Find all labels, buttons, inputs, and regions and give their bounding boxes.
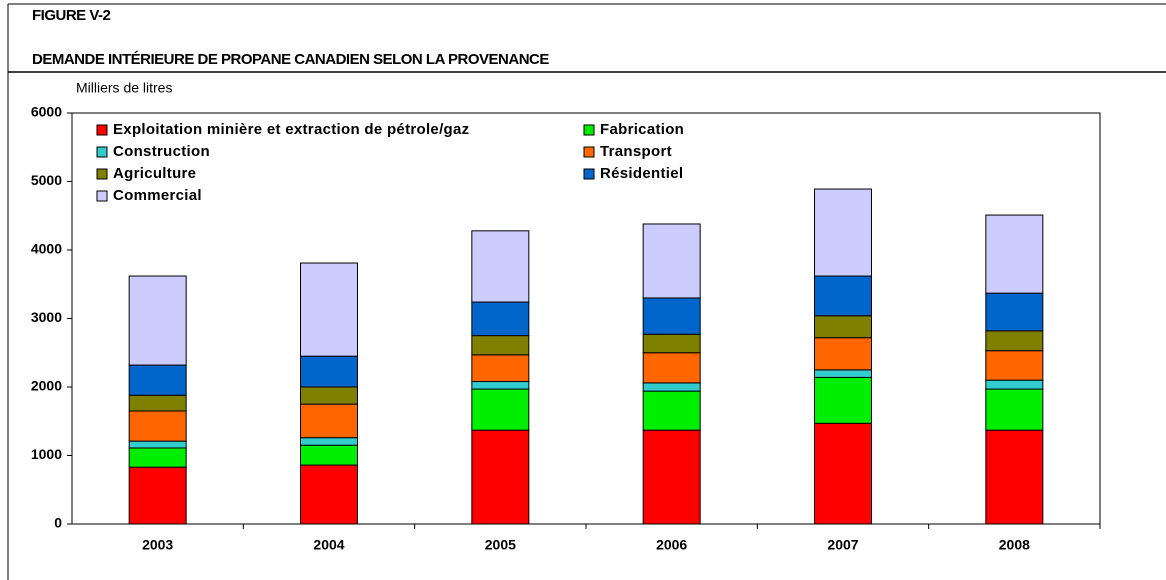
legend-label: Construction [113,143,210,160]
legend-swatch [583,168,595,180]
bar-segment [642,223,701,299]
bar-segment [471,381,530,390]
bar-segment [814,315,872,339]
legend-label: Agriculture [113,165,196,182]
bar-segment [985,429,1044,525]
bar-segment [300,437,358,446]
bar-segment [814,369,872,378]
bar-segment [471,301,530,337]
x-tick-label: 2008 [999,537,1030,553]
bar-segment [471,335,530,356]
y-tick-label: 0 [54,515,62,531]
legend-label: Fabrication [600,121,684,138]
bar-segment [642,333,701,354]
x-tick-label: 2007 [827,537,858,553]
bar-segment [128,364,187,396]
legend-label: Commercial [113,187,202,204]
bar-segment [300,464,358,525]
bar-segment [300,386,358,405]
bar-segment [642,352,701,384]
bar-segment [300,403,358,439]
bar-segment [471,388,530,431]
bar-segment [300,262,358,357]
y-tick-label: 1000 [31,446,62,462]
bar-segment [471,230,530,303]
x-tick-label: 2004 [313,537,344,553]
x-tick-label: 2005 [485,537,516,553]
legend-label: Résidentiel [600,165,683,182]
chart-title: DEMANDE INTÉRIEURE DE PROPANE CANADIEN S… [32,51,549,68]
bar-segment [642,429,701,525]
x-tick-label: 2006 [656,537,687,553]
bar-segment [128,447,187,468]
legend-swatch [583,146,595,158]
legend-swatch [583,124,595,136]
bar-segment [985,379,1044,390]
bar-segment [985,292,1044,332]
bar-segment [985,214,1044,294]
bar-segment [300,355,358,388]
bar-segment [300,444,358,466]
bar-segment [642,382,701,392]
bar-segment [128,275,187,366]
bar-segment [128,466,187,525]
bar-segment [814,188,872,277]
bar-segment [128,410,187,442]
y-tick-label: 5000 [31,172,62,188]
bar-segment [814,376,872,424]
y-axis-label: Milliers de litres [76,80,172,96]
bar-segment [128,440,187,449]
legend-swatch [96,124,108,136]
bar-segment [985,350,1044,381]
bar-segment [642,297,701,335]
bar-segment [814,422,872,525]
bar-segment [985,330,1044,352]
bar-segment [642,390,701,431]
bar-segment [471,429,530,525]
legend-swatch [96,146,108,158]
legend-swatch [96,168,108,180]
x-tick-label: 2003 [142,537,173,553]
y-tick-label: 3000 [31,309,62,325]
figure-label: FIGURE V-2 [32,7,111,24]
legend-label: Transport [600,143,672,160]
bar-segment [471,354,530,383]
legend-swatch [96,190,108,202]
y-tick-label: 4000 [31,241,62,257]
y-tick-label: 6000 [31,104,62,120]
bar-segment [128,394,187,412]
y-tick-label: 2000 [31,378,62,394]
legend-label: Exploitation minière et extraction de pé… [113,121,469,138]
bar-segment [814,275,872,317]
bar-segment [985,388,1044,431]
bar-segment [814,337,872,371]
